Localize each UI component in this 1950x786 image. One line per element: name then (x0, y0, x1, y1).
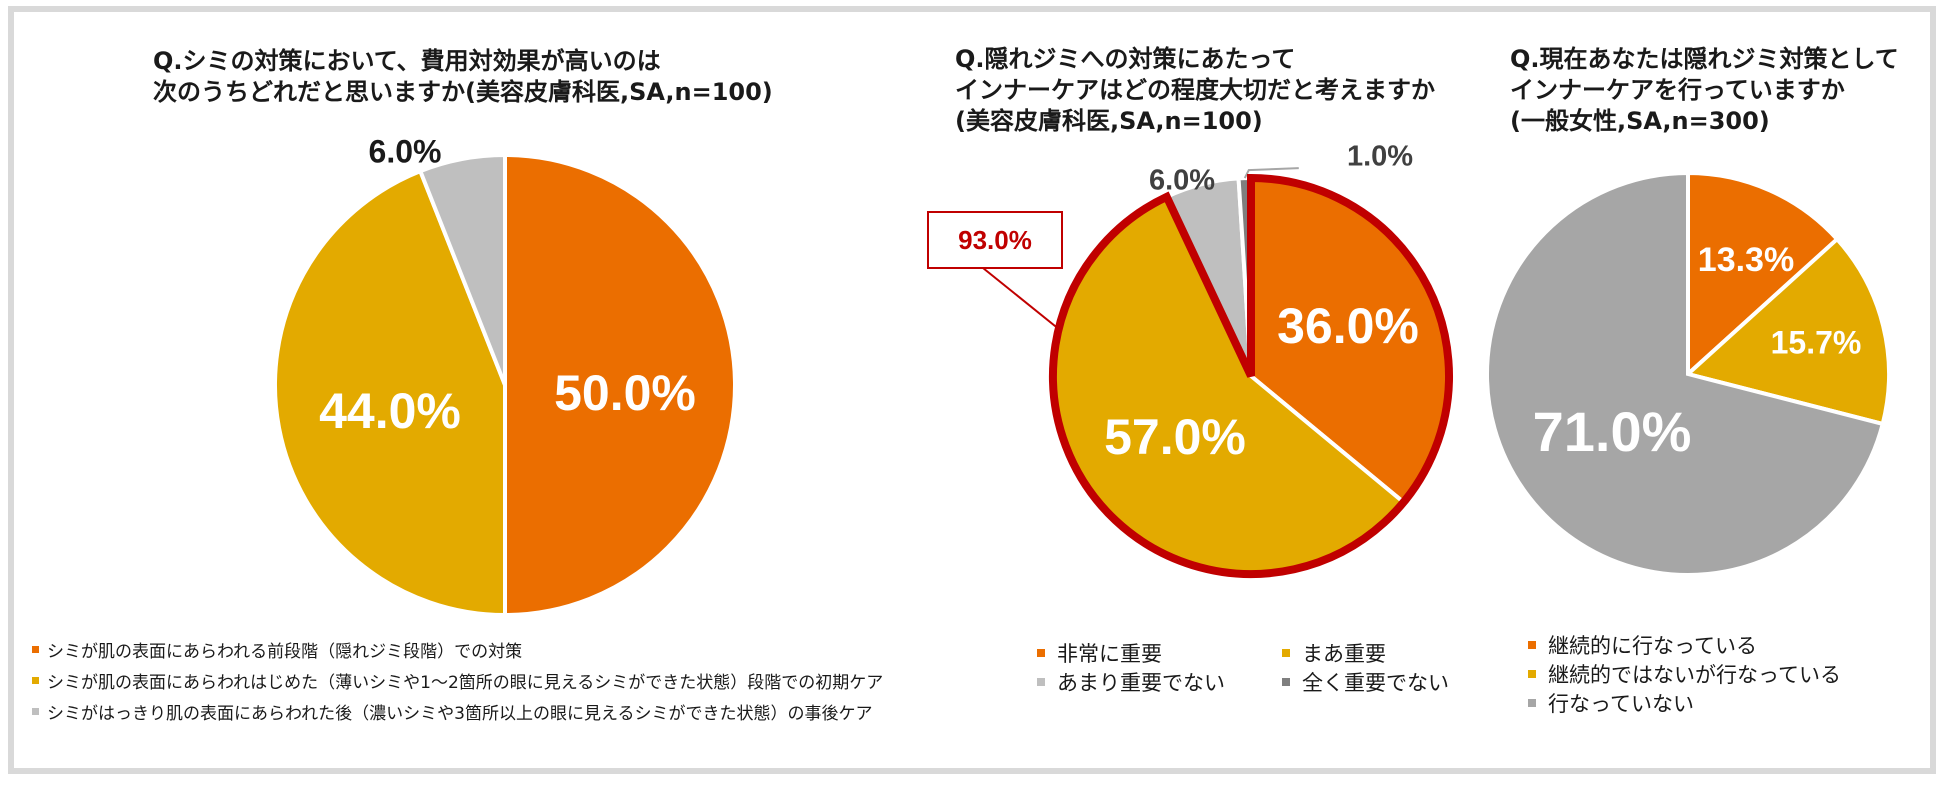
chart2-title: Q.隠れジミへの対策にあたって インナーケアはどの程度大切だと考えますか (美容… (955, 44, 1435, 137)
chart3-legend: 継続的に行なっている 継続的ではないが行なっている 行なっていない (1528, 630, 1841, 717)
chart2-legend-item: あまり重要でない (1037, 667, 1282, 696)
figure-frame (8, 6, 1936, 774)
chart2-leader-line (1243, 167, 1299, 179)
chart1-slice (503, 152, 737, 618)
chart3-data-label: 15.7% (1771, 324, 1862, 360)
chart3-legend-item: 継続的ではないが行なっている (1528, 659, 1841, 688)
chart1-title-line-1: Q.シミの対策において、費用対効果が高いのは (153, 47, 661, 75)
legend-label: シミが肌の表面にあらわれる前段階（隠れジミ段階）での対策 (47, 642, 523, 662)
legend-label: 全く重要でない (1302, 670, 1449, 695)
chart1-legend: シミが肌の表面にあらわれる前段階（隠れジミ段階）での対策 シミが肌の表面にあらわ… (32, 634, 883, 727)
legend-label: シミがはっきり肌の表面にあらわれた後（濃いシミや3箇所以上の眼に見えるシミができ… (47, 704, 873, 724)
legend-swatch (1037, 648, 1045, 657)
chart3-slice (1485, 170, 1886, 577)
chart1-legend-item: シミが肌の表面にあらわれる前段階（隠れジミ段階）での対策 (32, 634, 883, 665)
chart3-legend-item: 継続的に行なっている (1528, 630, 1841, 659)
chart2-highlight-callout-box (927, 211, 1063, 269)
chart1-legend-item: シミが肌の表面にあらわれはじめた（薄いシミや1〜2箇所の眼に見えるシミができた状… (32, 665, 883, 696)
chart2-title-line-3: (美容皮膚科医,SA,n=100) (955, 107, 1263, 135)
legend-swatch (1528, 698, 1536, 707)
chart2-highlight-label: 93.0% (958, 225, 1032, 255)
chart1-slice (417, 152, 507, 386)
chart2-legend-item: 全く重要でない (1282, 667, 1522, 696)
chart1-data-label: 6.0% (369, 133, 442, 169)
legend-label: 継続的に行なっている (1548, 633, 1757, 658)
chart3-title: Q.現在あなたは隠れジミ対策として インナーケアを行っていますか (一般女性,S… (1510, 44, 1899, 137)
chart3-slice (1683, 236, 1891, 427)
chart2-data-label: 6.0% (1149, 165, 1215, 197)
chart2-data-label: 1.0% (1347, 141, 1413, 173)
chart2-highlight-callout-line (982, 267, 1061, 331)
chart2-legend-item: 非常に重要 (1037, 638, 1282, 667)
legend-label: まあ重要 (1302, 641, 1386, 666)
legend-swatch (1528, 669, 1536, 678)
legend-label: 行なっていない (1548, 691, 1694, 716)
legend-label: 非常に重要 (1057, 641, 1162, 666)
chart2-legend: 非常に重要 まあ重要 あまり重要でない 全く重要でない (1037, 638, 1522, 696)
chart1-data-label: 50.0% (554, 365, 696, 421)
legend-label: あまり重要でない (1057, 670, 1225, 695)
legend-swatch (1037, 677, 1045, 686)
chart3-title-line-2: インナーケアを行っていますか (1510, 76, 1845, 104)
chart3-data-label: 13.3% (1698, 241, 1794, 279)
chart2-title-line-1: Q.隠れジミへの対策にあたって (955, 45, 1296, 73)
legend-swatch (1282, 648, 1290, 657)
legend-swatch (32, 677, 39, 684)
chart3-title-line-3: (一般女性,SA,n=300) (1510, 107, 1770, 135)
chart3-slice (1686, 170, 1840, 379)
legend-label: シミが肌の表面にあらわれはじめた（薄いシミや1〜2箇所の眼に見えるシミができた状… (47, 673, 884, 693)
chart2-data-label: 57.0% (1104, 409, 1246, 465)
chart1-title-line-2: 次のうちどれだと思いますか(美容皮膚科医,SA,n=100) (153, 78, 773, 106)
chart1-title: Q.シミの対策において、費用対効果が高いのは 次のうちどれだと思いますか(美容皮… (153, 46, 773, 108)
legend-swatch (1528, 640, 1536, 649)
legend-swatch (32, 708, 39, 715)
chart2-legend-item: まあ重要 (1282, 638, 1522, 667)
chart1-slice (272, 168, 507, 618)
chart1-data-label: 44.0% (319, 383, 461, 439)
chart1-legend-item: シミがはっきり肌の表面にあらわれた後（濃いシミや3箇所以上の眼に見えるシミができ… (32, 696, 883, 727)
chart3-data-label: 71.0% (1533, 400, 1692, 463)
chart3-title-line-1: Q.現在あなたは隠れジミ対策として (1510, 45, 1899, 73)
legend-swatch (32, 646, 39, 653)
chart2-data-label: 36.0% (1277, 298, 1419, 354)
legend-swatch (1282, 677, 1290, 686)
chart2-title-line-2: インナーケアはどの程度大切だと考えますか (955, 76, 1435, 104)
legend-label: 継続的ではないが行なっている (1548, 662, 1841, 687)
chart3-legend-item: 行なっていない (1528, 688, 1841, 717)
